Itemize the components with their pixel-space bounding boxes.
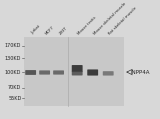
- FancyBboxPatch shape: [25, 70, 36, 75]
- Text: 293T: 293T: [59, 25, 68, 35]
- Text: MCF7: MCF7: [45, 25, 55, 35]
- FancyBboxPatch shape: [24, 37, 124, 106]
- Text: 100KD: 100KD: [5, 70, 21, 75]
- Text: 130KD: 130KD: [5, 56, 21, 61]
- Text: 70KD: 70KD: [8, 85, 21, 90]
- Text: Mouse testis: Mouse testis: [77, 15, 97, 35]
- Text: INPP4A: INPP4A: [131, 70, 150, 75]
- Text: Jurkat: Jurkat: [31, 25, 41, 35]
- Text: Rat skeletal muscle: Rat skeletal muscle: [108, 6, 138, 35]
- FancyBboxPatch shape: [39, 70, 50, 75]
- Text: 170KD: 170KD: [5, 43, 21, 48]
- FancyBboxPatch shape: [53, 70, 64, 75]
- FancyBboxPatch shape: [72, 71, 83, 75]
- FancyBboxPatch shape: [87, 69, 98, 76]
- Text: Mouse skeletal muscle: Mouse skeletal muscle: [93, 1, 127, 35]
- FancyBboxPatch shape: [103, 71, 114, 76]
- Text: 55KD: 55KD: [8, 96, 21, 101]
- FancyBboxPatch shape: [72, 65, 83, 72]
